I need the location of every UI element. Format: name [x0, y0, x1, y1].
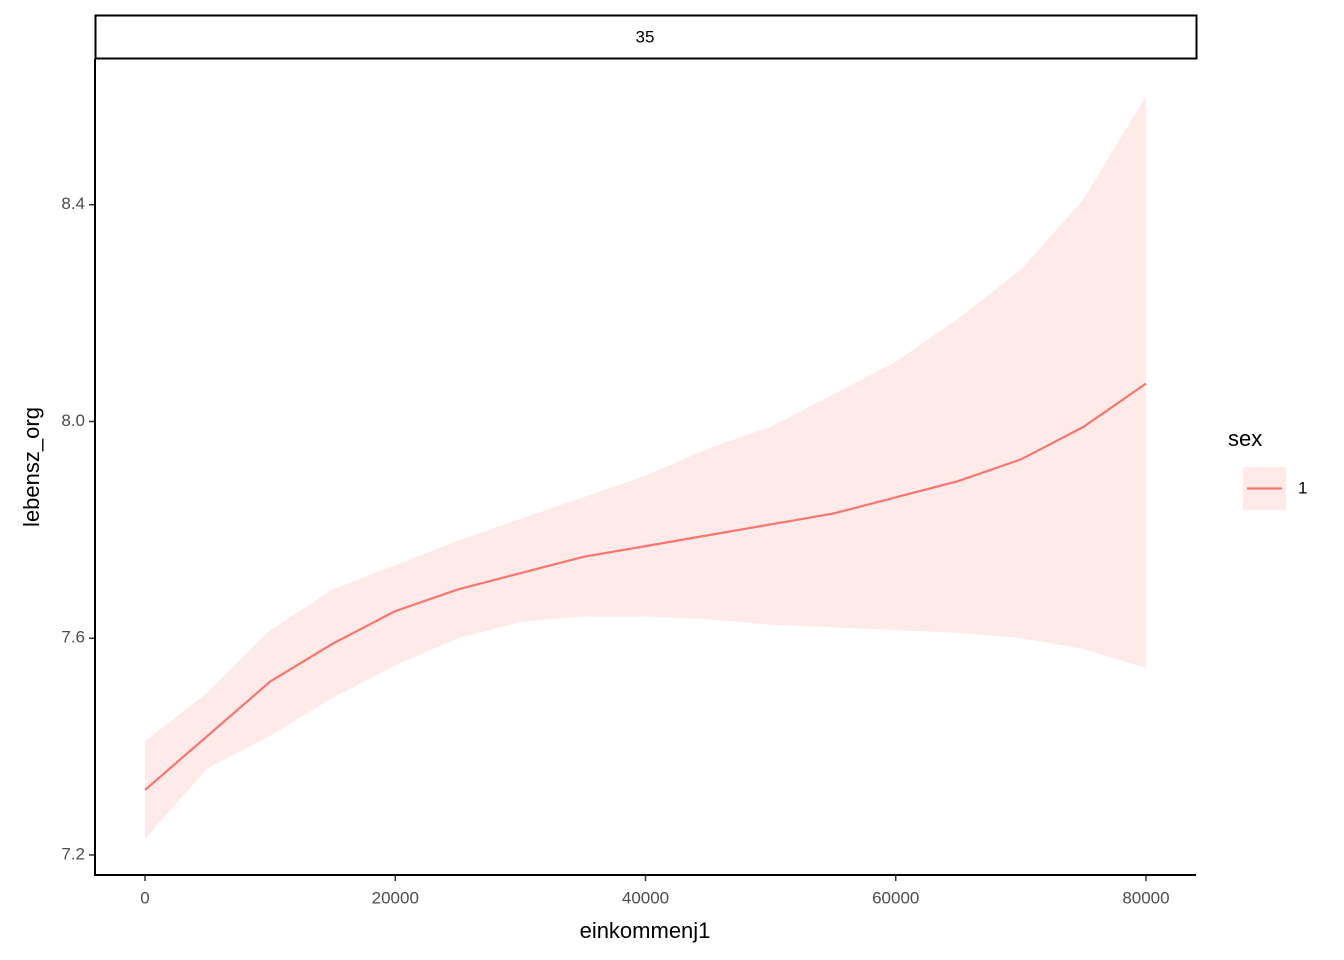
confidence-ribbon — [145, 96, 1146, 839]
y-tick-label: 7.2 — [61, 844, 85, 863]
line — [144, 382, 1147, 791]
y-tick-label: 8.0 — [61, 411, 85, 430]
facet-strip — [94, 14, 1198, 60]
y-tick-label: 7.6 — [61, 628, 85, 647]
x-tick-label: 0 — [140, 888, 149, 907]
x-axis-title: einkommenj1 — [580, 918, 711, 943]
y-axis-title: lebensz_org — [19, 407, 44, 527]
x-tick-label: 40000 — [622, 888, 669, 907]
legend-label: 1 — [1298, 478, 1307, 497]
y-tick-label: 8.4 — [61, 194, 85, 213]
legend-title: sex — [1228, 426, 1262, 451]
x-tick-label: 20000 — [372, 888, 419, 907]
facet-label: 35 — [636, 27, 655, 46]
x-tick-label: 80000 — [1122, 888, 1169, 907]
x-tick-label: 60000 — [872, 888, 919, 907]
